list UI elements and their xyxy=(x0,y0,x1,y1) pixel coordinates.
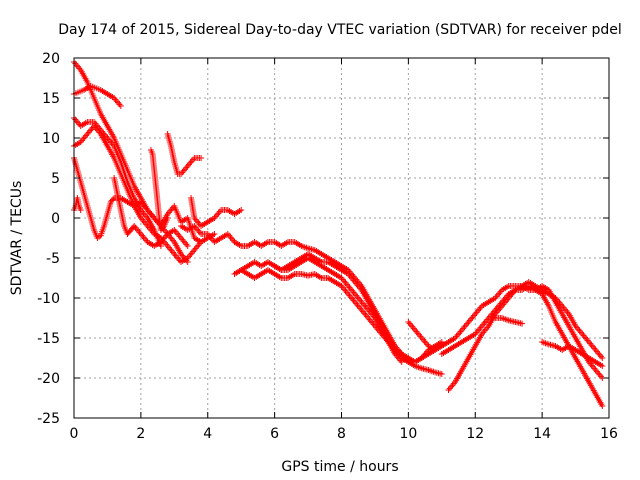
y-tick-label: -25 xyxy=(37,411,60,427)
x-tick-label: 14 xyxy=(533,426,551,442)
data-point xyxy=(599,363,606,369)
y-tick-label: -20 xyxy=(37,371,60,387)
x-tick-label: 4 xyxy=(203,426,212,442)
data-point xyxy=(117,103,124,109)
data-point xyxy=(438,371,445,377)
axis-ticks: 0 2 4 6 8 10 12 14 16 -25 -20 -15 -10 -5 0 5 10 15 20 xyxy=(37,51,618,442)
y-tick-label: 10 xyxy=(42,131,60,147)
x-tick-label: 0 xyxy=(70,426,79,442)
data-point xyxy=(599,403,606,409)
series-track-10 xyxy=(188,195,245,229)
series-track-6 xyxy=(71,195,84,213)
series-track-17 xyxy=(438,283,606,409)
y-tick-label: -10 xyxy=(37,291,60,307)
data-series xyxy=(71,59,606,409)
data-point xyxy=(211,231,218,237)
y-tick-label: 15 xyxy=(42,91,60,107)
data-point xyxy=(164,215,171,221)
data-point xyxy=(198,155,205,161)
x-tick-label: 12 xyxy=(466,426,484,442)
x-axis-label: GPS time / hours xyxy=(281,459,398,475)
x-tick-label: 10 xyxy=(399,426,417,442)
data-point xyxy=(160,224,167,231)
data-point xyxy=(599,355,606,361)
series-track-5 xyxy=(71,155,205,245)
series-track-18 xyxy=(539,339,606,369)
y-tick-label: 20 xyxy=(42,51,60,67)
grid-lines xyxy=(74,58,609,418)
data-point xyxy=(398,359,405,365)
chart-title: Day 174 of 2015, Sidereal Day-to-day VTE… xyxy=(58,22,622,38)
x-tick-label: 16 xyxy=(600,426,618,442)
series-track-12 xyxy=(231,251,439,365)
data-point xyxy=(184,243,191,249)
y-tick-label: 0 xyxy=(51,211,60,227)
data-point xyxy=(110,196,117,203)
series-track-19 xyxy=(492,315,526,327)
series-track-8 xyxy=(164,131,205,177)
series-track-7 xyxy=(111,175,191,249)
series-track-9 xyxy=(147,147,171,233)
x-tick-label: 6 xyxy=(270,426,279,442)
data-point xyxy=(238,207,245,213)
data-point xyxy=(519,320,526,327)
y-tick-label: -15 xyxy=(37,331,60,347)
series-track-14 xyxy=(271,255,405,365)
series-track-4 xyxy=(71,123,218,265)
y-tick-label: 5 xyxy=(51,171,60,187)
y-tick-label: -5 xyxy=(46,251,60,267)
x-tick-label: 8 xyxy=(337,426,346,442)
y-axis-label: SDTVAR / TECUs xyxy=(9,181,25,296)
x-tick-label: 2 xyxy=(136,426,145,442)
data-point xyxy=(198,239,205,245)
data-point xyxy=(77,207,84,213)
